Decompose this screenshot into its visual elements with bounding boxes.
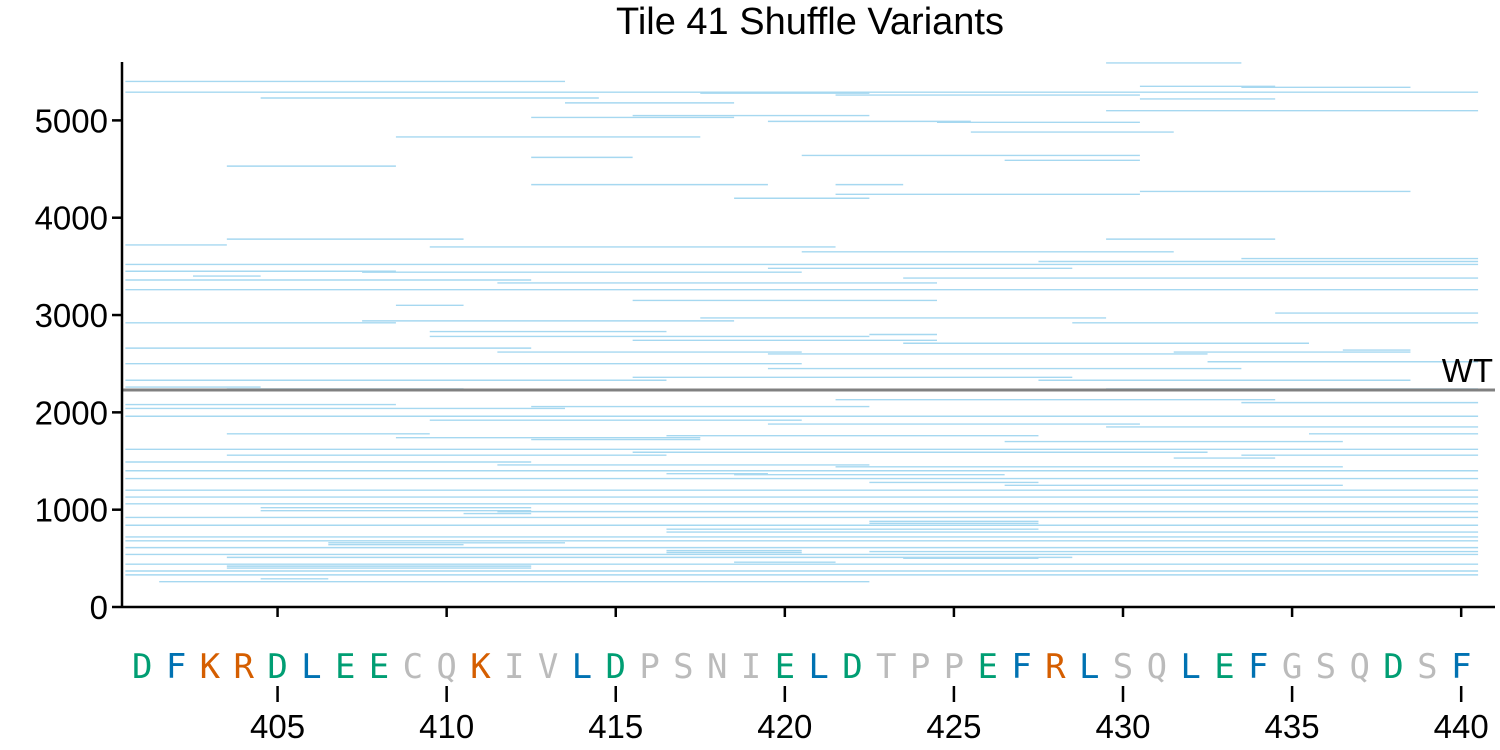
residue-label: P: [639, 647, 659, 687]
residue-label: R: [1045, 647, 1066, 687]
residue-label: R: [234, 647, 255, 687]
residue-label: F: [166, 647, 186, 687]
x-tick-label: 415: [588, 708, 643, 745]
residue-label: L: [1079, 647, 1099, 687]
x-tick-label: 425: [926, 708, 981, 745]
residue-label: E: [977, 647, 997, 687]
residue-label: P: [910, 647, 930, 687]
x-tick-label: 435: [1265, 708, 1320, 745]
variant-segments: [125, 62, 1479, 583]
residue-label: E: [335, 647, 355, 687]
wt-label: WT: [1442, 352, 1493, 389]
residue-label: F: [1248, 647, 1268, 687]
y-tick-label: 1000: [35, 492, 108, 529]
x-tick-label: 410: [419, 708, 474, 745]
residue-label: T: [876, 647, 896, 687]
residue-label: S: [1417, 647, 1437, 687]
residue-label: G: [1282, 647, 1302, 687]
residue-label: L: [301, 647, 321, 687]
residue-label: D: [842, 647, 862, 687]
residue-label: Q: [1349, 647, 1369, 687]
residue-label: F: [1011, 647, 1031, 687]
y-tick-label: 4000: [35, 200, 108, 237]
residue-label: N: [707, 647, 727, 687]
residue-label: S: [1316, 647, 1336, 687]
residue-label: D: [132, 647, 152, 687]
residue-label: L: [808, 647, 828, 687]
y-tick-label: 0: [90, 589, 108, 626]
residue-label: S: [673, 647, 693, 687]
x-tick-label: 405: [250, 708, 305, 745]
residue-label: E: [369, 647, 389, 687]
residue-label: V: [538, 647, 558, 687]
residue-label: I: [504, 647, 524, 687]
x-tick-label: 430: [1095, 708, 1150, 745]
residue-label: S: [1113, 647, 1133, 687]
x-tick-label: 440: [1434, 708, 1489, 745]
residue-label: E: [1214, 647, 1234, 687]
y-tick-label: 5000: [35, 102, 108, 139]
residue-label: Q: [1147, 647, 1167, 687]
residue-label: P: [944, 647, 964, 687]
residue-label: Q: [436, 647, 456, 687]
residue-label: K: [470, 647, 491, 687]
residue-label: L: [572, 647, 592, 687]
residue-label: I: [741, 647, 761, 687]
axes: 0 1000 2000 3000 4000 5000 405 410 415 420 425 430 4…: [35, 62, 1495, 745]
residue-label: K: [200, 647, 221, 687]
chart-title: Tile 41 Shuffle Variants: [616, 1, 1004, 43]
y-tick-label: 2000: [35, 394, 108, 431]
y-tick-label: 3000: [35, 297, 108, 334]
x-tick-label: 420: [757, 708, 812, 745]
residue-label: L: [1180, 647, 1200, 687]
residue-label: D: [267, 647, 287, 687]
residue-label: F: [1451, 647, 1471, 687]
residue-label: E: [775, 647, 795, 687]
reference-line-group: WT: [122, 352, 1495, 392]
residue-label: D: [1383, 647, 1403, 687]
residue-label: C: [403, 647, 423, 687]
residue-label: D: [605, 647, 625, 687]
